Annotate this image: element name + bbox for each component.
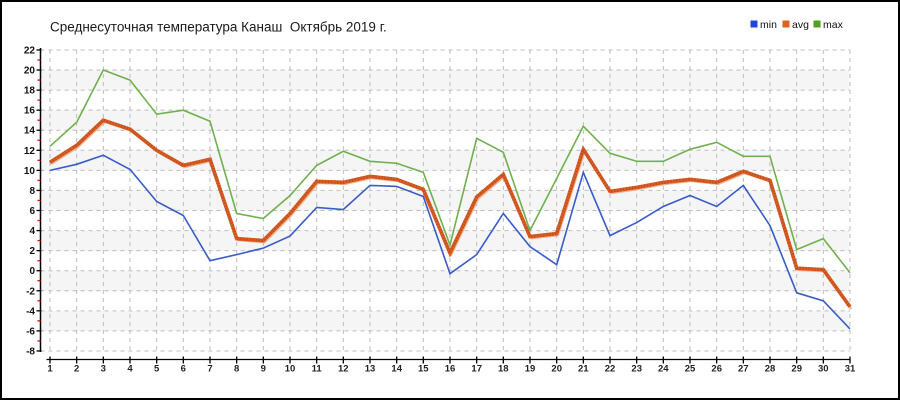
svg-text:16: 16 <box>445 364 456 375</box>
svg-text:27: 27 <box>738 364 749 375</box>
svg-text:8: 8 <box>29 186 35 197</box>
svg-text:18: 18 <box>498 364 509 375</box>
svg-text:25: 25 <box>685 364 696 375</box>
svg-text:5: 5 <box>154 364 160 375</box>
svg-text:1: 1 <box>47 364 53 375</box>
svg-text:14: 14 <box>391 364 402 375</box>
svg-text:20: 20 <box>24 66 36 77</box>
svg-text:8: 8 <box>234 364 239 375</box>
svg-text:21: 21 <box>578 364 589 375</box>
svg-text:-8: -8 <box>26 347 35 358</box>
svg-text:7: 7 <box>207 364 212 375</box>
svg-text:3: 3 <box>101 364 106 375</box>
svg-text:22: 22 <box>24 46 36 57</box>
svg-text:4: 4 <box>29 226 35 237</box>
svg-text:max: max <box>823 19 844 31</box>
svg-text:13: 13 <box>365 364 376 375</box>
svg-text:19: 19 <box>525 364 536 375</box>
svg-text:2: 2 <box>29 246 35 257</box>
svg-text:12: 12 <box>338 364 349 375</box>
svg-text:0: 0 <box>29 266 35 277</box>
svg-text:29: 29 <box>791 364 802 375</box>
svg-text:4: 4 <box>127 364 133 375</box>
svg-text:26: 26 <box>711 364 722 375</box>
svg-text:-4: -4 <box>26 306 35 317</box>
svg-text:-2: -2 <box>26 286 35 297</box>
svg-text:min: min <box>760 19 777 31</box>
svg-text:31: 31 <box>845 364 856 375</box>
svg-text:10: 10 <box>285 364 296 375</box>
svg-text:Среднесуточная температура Кан: Среднесуточная температура Канаш Октябрь… <box>50 20 387 35</box>
svg-text:12: 12 <box>24 146 36 157</box>
svg-text:30: 30 <box>818 364 829 375</box>
svg-text:14: 14 <box>24 126 36 137</box>
svg-text:9: 9 <box>261 364 266 375</box>
svg-text:20: 20 <box>551 364 562 375</box>
svg-text:6: 6 <box>181 364 186 375</box>
svg-text:6: 6 <box>29 206 35 217</box>
svg-text:2: 2 <box>74 364 79 375</box>
svg-text:23: 23 <box>631 364 642 375</box>
svg-text:-6: -6 <box>26 326 35 337</box>
svg-text:15: 15 <box>418 364 429 375</box>
svg-text:28: 28 <box>765 364 776 375</box>
svg-text:22: 22 <box>605 364 616 375</box>
svg-text:16: 16 <box>24 106 36 117</box>
svg-text:avg: avg <box>792 19 809 31</box>
svg-text:24: 24 <box>658 364 669 375</box>
svg-text:10: 10 <box>24 166 36 177</box>
svg-text:18: 18 <box>24 86 36 97</box>
svg-text:17: 17 <box>471 364 482 375</box>
svg-text:11: 11 <box>312 364 323 375</box>
